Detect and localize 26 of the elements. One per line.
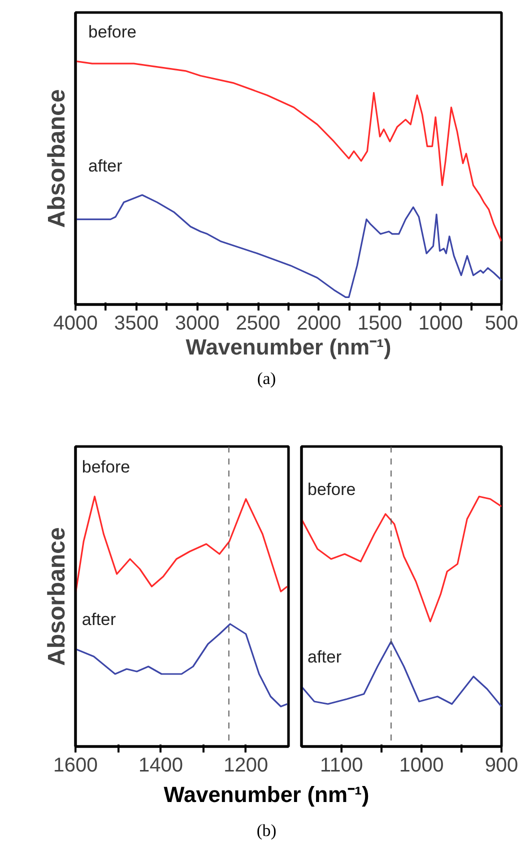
x-tick-label: 3000 (174, 312, 220, 334)
x-tick-label: 1000 (418, 312, 463, 334)
x-tick-label: 900 (484, 754, 518, 776)
x-axis-title: Wavenumber (nm⁻¹) (164, 781, 370, 809)
x-tick-label: 1000 (399, 754, 444, 776)
series-label: after (82, 610, 116, 629)
series-label: before (82, 458, 130, 476)
series-label: before (88, 22, 136, 42)
x-tick-label: 4000 (53, 312, 98, 334)
x-tick-label: 1200 (224, 754, 268, 776)
text: (b) (256, 820, 276, 842)
x-tick-label: 3500 (114, 312, 159, 334)
x-tick-label: 1600 (53, 754, 98, 776)
x-tick-label: 2500 (236, 312, 280, 334)
x-tick-label: 1500 (358, 312, 402, 334)
series-label: after (88, 156, 123, 176)
x-tick-label: 500 (484, 312, 518, 334)
x-axis-title: Wavenumber (nm⁻¹) (186, 334, 392, 360)
y-axis-title: Absorbance (44, 527, 70, 666)
x-tick-label: 2000 (296, 312, 342, 334)
series-label: after (308, 648, 342, 666)
series-label: before (308, 480, 356, 499)
x-tick-label: 1400 (138, 754, 183, 776)
x-tick-label: 1100 (320, 754, 364, 776)
y-axis-title: Absorbance (44, 89, 70, 228)
text: (a) (257, 368, 276, 390)
